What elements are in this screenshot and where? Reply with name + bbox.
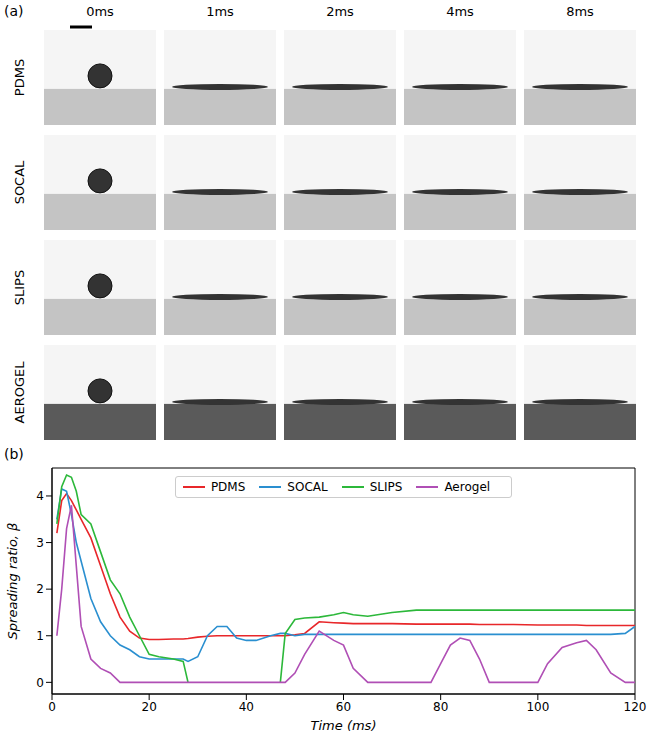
svg-text:SLIPS: SLIPS [12, 270, 27, 305]
svg-text:100: 100 [526, 700, 549, 714]
svg-text:0: 0 [48, 700, 56, 714]
html-text:PDMS: PDMS [210, 480, 246, 494]
svg-text:Time (ms): Time (ms) [311, 718, 377, 732]
html-text:Aerogel: Aerogel [444, 480, 491, 494]
svg-text:PDMS: PDMS [12, 59, 27, 96]
html-text:SOCAL: SOCAL [287, 480, 328, 494]
svg-text:80: 80 [433, 700, 448, 714]
svg-text:3: 3 [36, 536, 44, 550]
svg-text:0: 0 [36, 676, 44, 690]
svg-text:SOCAL: SOCAL [12, 160, 27, 204]
svg-text:20: 20 [142, 700, 157, 714]
html-text:SLIPS: SLIPS [369, 480, 403, 494]
svg-text:4: 4 [36, 489, 44, 503]
svg-text:60: 60 [336, 700, 351, 714]
svg-text:1ms: 1ms [206, 4, 234, 19]
svg-text:40: 40 [239, 700, 254, 714]
svg-text:(a): (a) [4, 3, 24, 19]
svg-text:2: 2 [36, 582, 44, 596]
svg-text:120: 120 [624, 700, 647, 714]
svg-text:0ms: 0ms [86, 4, 114, 19]
html-text:(b): (b) [4, 446, 24, 462]
svg-text:4ms: 4ms [446, 4, 474, 19]
svg-text:Spreading ratio, β: Spreading ratio, β [5, 523, 20, 640]
svg-text:8ms: 8ms [566, 4, 594, 19]
svg-text:AEROGEL: AEROGEL [12, 361, 27, 424]
svg-text:1: 1 [36, 629, 44, 643]
svg-text:2ms: 2ms [326, 4, 354, 19]
